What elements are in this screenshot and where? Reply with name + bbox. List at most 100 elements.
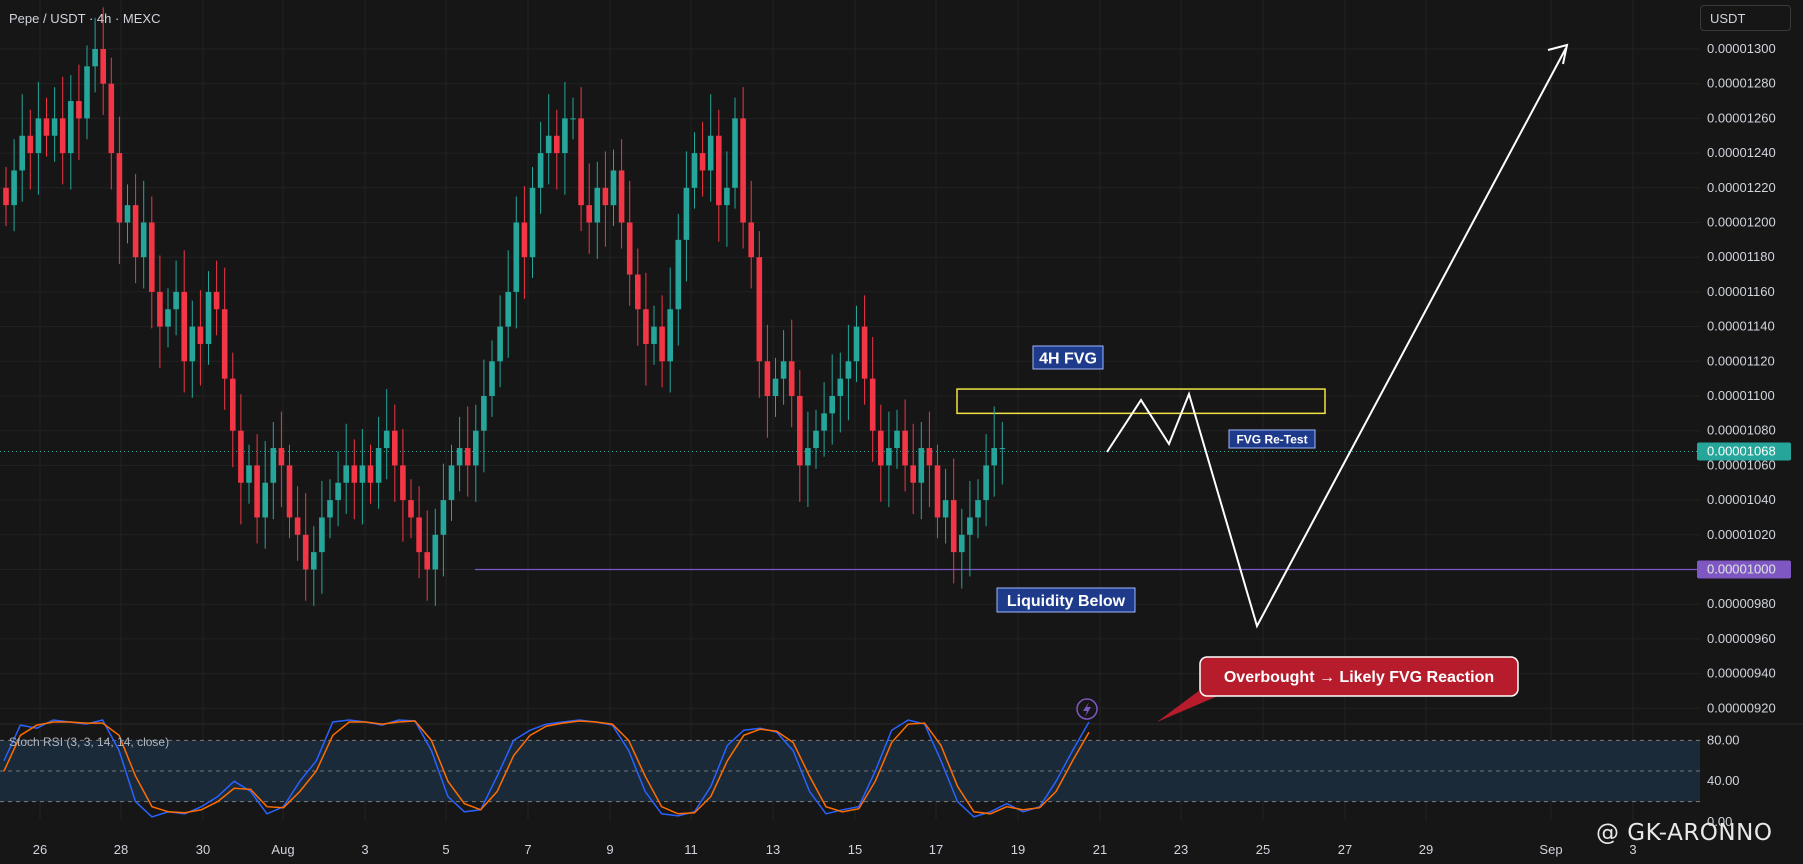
liquidity-label-box xyxy=(996,587,1136,613)
time-tick-label: 19 xyxy=(1011,842,1025,857)
candle-body xyxy=(788,361,795,396)
candle-body xyxy=(878,430,884,466)
time-tick-label: 27 xyxy=(1338,842,1352,857)
time-tick-label: 21 xyxy=(1093,842,1107,857)
stoch-d-line xyxy=(3,720,1090,815)
candle-body xyxy=(764,361,771,396)
candle-body xyxy=(651,326,657,344)
candle-body xyxy=(278,448,285,466)
candle-body xyxy=(643,309,649,344)
candle-body xyxy=(586,205,592,223)
fvg-box xyxy=(956,388,1326,415)
currency-selector[interactable]: USDT xyxy=(1700,5,1791,31)
candle-body xyxy=(626,222,633,275)
candle-body xyxy=(813,430,819,449)
price-tick-label: 0.00001060 xyxy=(1707,457,1776,472)
candle-body xyxy=(432,534,439,570)
candle-body xyxy=(140,222,147,258)
fvg-label-box xyxy=(1032,345,1104,370)
symbol-title: Pepe / USDT · 4h · MEXC xyxy=(9,11,161,26)
candle-body xyxy=(521,222,528,258)
callout-text: Overbought → Likely FVG Reaction xyxy=(1224,669,1494,686)
time-tick-label: 17 xyxy=(929,842,943,857)
candle-body xyxy=(926,448,933,466)
candle-body xyxy=(659,326,665,362)
candle-body xyxy=(756,257,763,362)
candle-body xyxy=(513,222,520,292)
candle-body xyxy=(837,378,844,396)
author-watermark: @ GK-ARONNO xyxy=(1596,820,1773,846)
time-axis[interactable]: 26 28 30 Aug 3 5 7 9 11 13 15 17 19 21 23 25 27 29 Sep 3 xyxy=(33,842,1637,857)
candle-body xyxy=(602,187,609,206)
time-tick-label: 3 xyxy=(1629,842,1636,857)
price-tick-label: 0.00001240 xyxy=(1707,145,1776,160)
stoch-tick-label: 0.00 xyxy=(1707,814,1732,829)
candle-body xyxy=(861,326,868,379)
candle-body xyxy=(610,170,617,206)
candle-body xyxy=(116,153,123,223)
price-tick-label: 0.00001260 xyxy=(1707,110,1776,125)
candle-body xyxy=(343,465,349,483)
candle-body xyxy=(27,135,34,154)
candle-body xyxy=(983,465,989,501)
candle-body xyxy=(570,118,576,120)
candle-body xyxy=(489,361,495,396)
price-tick-label: 0.00001180 xyxy=(1707,249,1775,264)
candle-body xyxy=(205,291,212,344)
time-tick-label: 13 xyxy=(766,842,780,857)
candle-body xyxy=(51,118,58,136)
candle-body xyxy=(869,378,876,431)
candle-body xyxy=(367,465,374,483)
candle-body xyxy=(230,378,236,431)
candle-body xyxy=(213,291,220,310)
callout-pointer xyxy=(1157,690,1232,722)
price-tick-label: 0.00001120 xyxy=(1707,353,1775,368)
candle-body xyxy=(740,118,746,223)
price-tick-label: 0.00001020 xyxy=(1707,527,1776,542)
liquidity-label-text: Liquidity Below xyxy=(1007,593,1126,610)
liquidity-badge xyxy=(1697,560,1791,579)
price-tick-label: 0.00001300 xyxy=(1707,41,1776,56)
stoch-tick-label: 40.00 xyxy=(1707,773,1740,788)
candle-body xyxy=(149,222,155,292)
lightning-icon xyxy=(1076,698,1098,720)
stoch-rsi-panel: 80.00 40.00 0.00 xyxy=(0,719,1803,829)
candle-body xyxy=(942,500,949,518)
candle-body xyxy=(853,326,860,362)
price-tick-label: 0.00000960 xyxy=(1707,631,1776,646)
candle-body xyxy=(999,448,1006,450)
price-tick-label: 0.00001040 xyxy=(1707,492,1776,507)
price-tick-label: 0.00000940 xyxy=(1707,666,1776,681)
candle-body xyxy=(440,500,447,535)
candle-body xyxy=(481,396,487,431)
candle-body xyxy=(19,135,25,171)
candle-body xyxy=(173,291,179,310)
price-axis[interactable]: 0.00001300 0.00001280 0.00001260 0.00001240… xyxy=(1707,41,1776,715)
annotation-labels: 4H FVG FVG Re-Test Liquidity Below Overboug… xyxy=(996,345,1519,722)
price-tick-label: 0.00001140 xyxy=(1707,319,1775,334)
candle-body xyxy=(975,500,981,518)
candle-body xyxy=(246,465,252,483)
fvg-zone xyxy=(956,388,1326,415)
candle-body xyxy=(716,135,722,206)
candle-body xyxy=(197,326,204,344)
time-tick-label: 23 xyxy=(1174,842,1188,857)
candle-body xyxy=(991,448,997,466)
candle-body xyxy=(359,465,366,483)
time-tick-label: Aug xyxy=(271,842,294,857)
candle-body xyxy=(910,465,916,483)
candle-body xyxy=(683,187,690,240)
candle-body xyxy=(772,378,779,396)
time-tick-label: 30 xyxy=(196,842,210,857)
candle-body xyxy=(959,534,965,553)
candle-body xyxy=(845,361,852,379)
candle-body xyxy=(554,135,560,154)
time-tick-label: 7 xyxy=(524,842,531,857)
candle-body xyxy=(967,517,973,535)
time-tick-label: 29 xyxy=(1419,842,1433,857)
candle-body xyxy=(408,500,414,518)
candle-body xyxy=(821,413,827,431)
candle-body xyxy=(707,135,714,171)
candle-body xyxy=(108,83,115,154)
